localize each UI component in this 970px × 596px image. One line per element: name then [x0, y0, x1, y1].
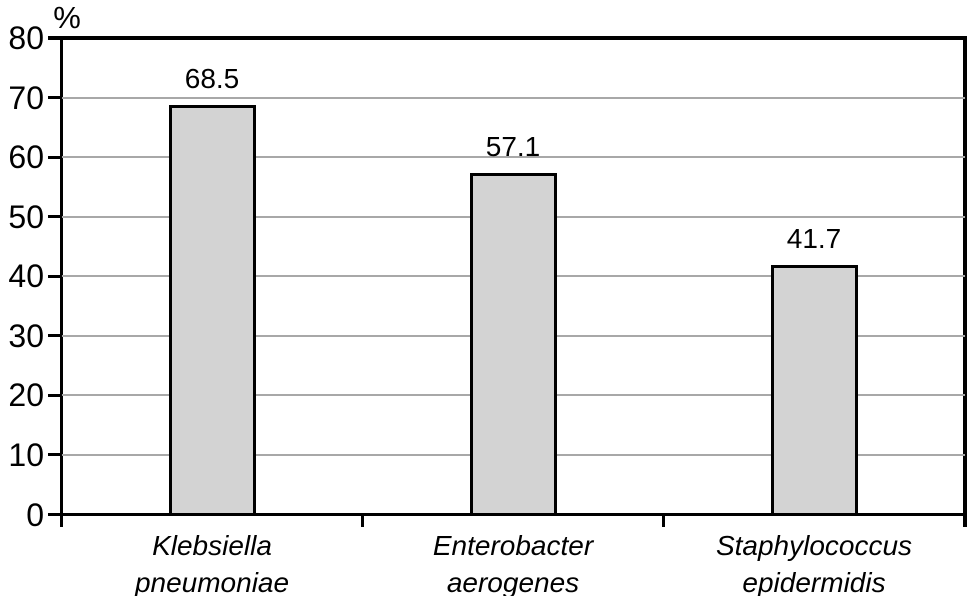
bar	[770, 264, 858, 516]
bar-value-label: 68.5	[184, 63, 240, 95]
plot-top-border	[48, 36, 966, 40]
y-tick-label: 40	[8, 258, 44, 295]
x-axis-tick	[662, 515, 665, 527]
y-tick-label: 70	[8, 79, 44, 116]
category-label-line: Klebsiella	[152, 530, 272, 561]
y-tick-label: 10	[8, 436, 44, 473]
x-axis-tick	[361, 515, 364, 527]
y-axis-tick	[48, 453, 61, 457]
y-tick-label: 60	[8, 139, 44, 176]
category-label: Enterobacter aerogenes	[363, 527, 663, 596]
bar-value-label: 57.1	[485, 131, 541, 163]
bar	[168, 104, 256, 516]
y-tick-label: 80	[8, 20, 44, 56]
bar-value-label: 41.7	[786, 223, 842, 255]
category-label-line: pneumoniae	[134, 567, 290, 596]
y-tick-label: 0	[26, 496, 44, 533]
y-axis-line	[60, 36, 63, 527]
category-label: Klebsiella pneumoniae	[62, 527, 362, 596]
y-axis-tick	[48, 96, 61, 100]
category-label-line: Enterobacter	[432, 530, 594, 561]
y-axis-tick	[48, 215, 61, 219]
y-tick-label: 20	[8, 377, 44, 414]
category-label: Staphylococcus epidermidis	[664, 527, 964, 596]
category-label-line: aerogenes	[446, 567, 580, 596]
y-axis-tick	[48, 334, 61, 338]
gridline	[61, 96, 965, 99]
bar	[469, 172, 557, 516]
category-label-line: epidermidis	[742, 567, 886, 596]
y-tick-label: 50	[8, 198, 44, 235]
y-axis-tick	[48, 274, 61, 278]
y-axis-tick	[48, 393, 61, 397]
y-tick-label: 30	[8, 317, 44, 354]
category-label-line: Staphylococcus	[715, 530, 913, 561]
plot-right-border	[963, 36, 967, 527]
y-axis-unit-label: %	[53, 0, 81, 35]
gridline	[61, 156, 965, 159]
y-axis-tick	[48, 155, 61, 159]
